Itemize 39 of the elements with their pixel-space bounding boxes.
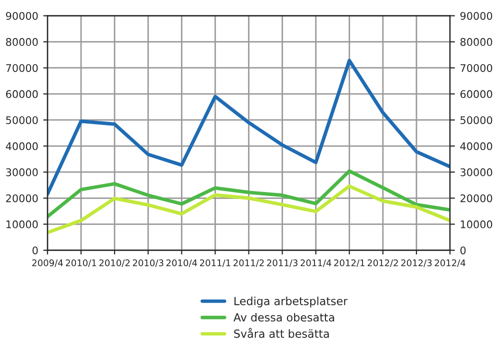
y-tick-label: 90000	[6, 12, 38, 20]
y2-tick-label: 60000	[460, 90, 492, 98]
line-series	[48, 58, 450, 196]
x-tick-label: 2010/2	[99, 259, 130, 267]
y2-tick-label: 70000	[460, 64, 492, 72]
legend-label: Svåra att besätta	[234, 328, 329, 338]
y2-tick-label: 10000	[460, 220, 492, 228]
legend-label: Lediga arbetsplatser	[234, 296, 348, 308]
y-tick-label: 60000	[6, 90, 38, 98]
x-tick-label: 2010/1	[66, 259, 96, 267]
x-tick-label: 2012/1	[334, 259, 364, 267]
y-tick-label: 20000	[6, 194, 38, 202]
x-tick-label: 2011/4	[300, 259, 332, 267]
y2-tick-label: 20000	[460, 194, 492, 202]
x-tick-label: 2010/4	[166, 259, 198, 267]
y2-tick-label: 0	[460, 246, 466, 254]
y-tick-label: 0	[32, 246, 38, 254]
y-tick-label: 80000	[6, 38, 38, 46]
y2-tick-label: 80000	[460, 38, 492, 46]
y-tick-label: 70000	[6, 64, 38, 72]
y-tick-label: 30000	[6, 168, 38, 176]
x-tick-label: 2012/3	[401, 259, 432, 267]
line-series	[48, 169, 450, 218]
x-tick-label: 2011/3	[267, 259, 298, 267]
y2-tick-label: 90000	[460, 12, 492, 20]
x-tick-label: 2009/4	[32, 259, 63, 267]
x-tick-label: 2010/3	[132, 259, 164, 267]
x-tick-label: 2012/4	[434, 259, 466, 267]
x-tick-label: 2011/2	[234, 259, 264, 267]
x-tick-label: 2012/2	[368, 259, 398, 267]
y2-tick-label: 40000	[460, 142, 492, 150]
y2-tick-label: 50000	[460, 116, 492, 124]
line-series	[48, 184, 450, 234]
y-tick-label: 50000	[6, 116, 38, 124]
legend-label: Av dessa obesatta	[234, 312, 334, 322]
y-tick-label: 40000	[6, 142, 38, 150]
y-tick-label: 10000	[6, 220, 38, 228]
x-tick-label: 2011/1	[200, 259, 230, 267]
y2-tick-label: 30000	[460, 168, 492, 176]
